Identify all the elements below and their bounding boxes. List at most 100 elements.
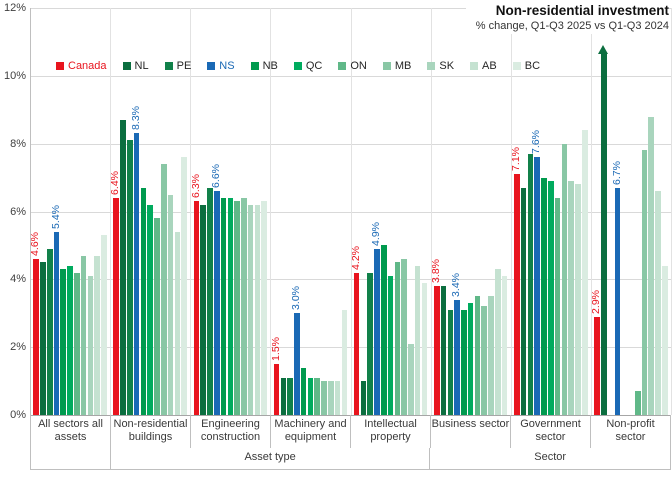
bar-slot: [554, 8, 561, 415]
axis-section-label: [31, 448, 111, 469]
bar-mb: [80, 256, 87, 415]
group-separator-line: [190, 8, 191, 415]
bar-canada: 4.6%: [29, 232, 41, 415]
group-separator-line: [110, 8, 111, 415]
bar-on: [634, 391, 641, 415]
bar-ab: [174, 232, 181, 415]
bar-sk: [408, 344, 414, 415]
bar-canada: 4.2%: [350, 246, 362, 415]
bar-slot: [461, 8, 467, 415]
legend-swatch-icon: [56, 62, 64, 70]
legend-label: NL: [134, 60, 149, 72]
bar-mb: [641, 150, 648, 415]
bar-slot: [548, 8, 554, 415]
bar-slot: [581, 8, 588, 415]
y-tick-label: 10%: [3, 69, 26, 82]
bar-slot: [261, 8, 268, 415]
gridline: [30, 347, 671, 348]
bar-on: [314, 378, 321, 415]
legend-label: NS: [219, 60, 235, 72]
category-label: All sectors all assets: [31, 415, 111, 448]
bar-bc: [341, 310, 348, 415]
legend-label: BC: [524, 60, 541, 72]
bar-slot: 1.5%: [270, 8, 282, 415]
bar-bc: [421, 283, 428, 415]
category-label: Engineering construction: [191, 415, 271, 448]
legend-item-mb: MB: [382, 60, 411, 72]
bar-slot: [341, 8, 348, 415]
bar-nb: [60, 269, 67, 415]
category-label: Machinery and equipment: [271, 415, 351, 448]
group-separator-line: [431, 8, 432, 415]
bar-slot: [501, 8, 508, 415]
bar-slot: [655, 8, 661, 415]
bar-mb: [321, 381, 327, 415]
bar-slot: [568, 8, 574, 415]
category-label: Non-residential buildings: [111, 415, 191, 448]
bar-slot: [394, 8, 401, 415]
bar-pe: [367, 273, 374, 415]
bar-sk: [327, 381, 334, 415]
group-separator-line: [30, 8, 31, 415]
legend-item-nl: NL: [122, 60, 149, 72]
bar-slot: [181, 8, 187, 415]
bar-mb: [160, 164, 167, 415]
legend-item-sk: SK: [427, 60, 454, 72]
title-block: Non-residential investment % change, Q1-…: [465, 1, 669, 34]
bar-slot: [140, 8, 147, 415]
bar-ns: 4.9%: [370, 222, 382, 415]
bar-slot: [527, 8, 534, 415]
bar-on: [394, 262, 401, 415]
legend-item-nb: NB: [250, 60, 278, 72]
bar-slot: [608, 8, 614, 415]
x-axis: All sectors all assets Non-residential bu…: [30, 415, 671, 470]
group-separator-line: [511, 8, 512, 415]
bar-ab: [495, 269, 501, 415]
bar-slot: [628, 8, 634, 415]
bar-slot: [307, 8, 314, 415]
bar-slot: [488, 8, 494, 415]
bar-slot: [408, 8, 414, 415]
bar-slot: [46, 8, 53, 415]
bar-group-8: 2.9% 6.7%: [590, 8, 671, 415]
legend-label: ON: [350, 60, 367, 72]
category-label: Intellectual property: [351, 415, 431, 448]
legend-swatch-icon: [512, 62, 521, 70]
bar-nb: [140, 188, 147, 415]
bar-ab: [655, 191, 661, 415]
bar-pe: [447, 310, 454, 415]
bar-canada: 6.3%: [190, 174, 202, 415]
legend-label: SK: [439, 60, 455, 72]
bar-sk: [247, 205, 254, 415]
legend-label: PE: [176, 60, 192, 72]
legend-swatch-icon: [470, 62, 479, 70]
bar-slot: [207, 8, 213, 415]
bar-slot: [541, 8, 547, 415]
bar-sk: [488, 296, 494, 415]
y-tick-label: 4%: [10, 273, 26, 286]
category-label: Government sector: [511, 415, 591, 448]
bar-slot: 8.3%: [130, 8, 142, 415]
bar-group-7: 7.1% 7.6%: [510, 8, 591, 415]
bar-slot: [87, 8, 94, 415]
legend-item-pe: PE: [164, 60, 192, 72]
bar-slot: [80, 8, 87, 415]
bar-bc: [181, 157, 187, 415]
bar-slot: [234, 8, 240, 415]
bar-pe: [46, 249, 53, 415]
bar-slot: [241, 8, 247, 415]
bar-sk: [167, 195, 174, 415]
bar-slot: [621, 8, 627, 415]
bar-slot: 6.3%: [190, 8, 202, 415]
bar-canada: 6.4%: [109, 171, 121, 415]
bar-on: [74, 273, 80, 415]
legend: Canada NL PE NS NB QC ON MB SK AB BC: [56, 60, 540, 72]
gridline: [30, 8, 671, 9]
bar-mb: [481, 306, 488, 415]
y-tick-label: 8%: [10, 137, 26, 150]
bar-nb: [461, 310, 467, 415]
bar-ab: [334, 381, 341, 415]
bar-nl: [120, 120, 126, 415]
bar-nl: [520, 188, 527, 415]
